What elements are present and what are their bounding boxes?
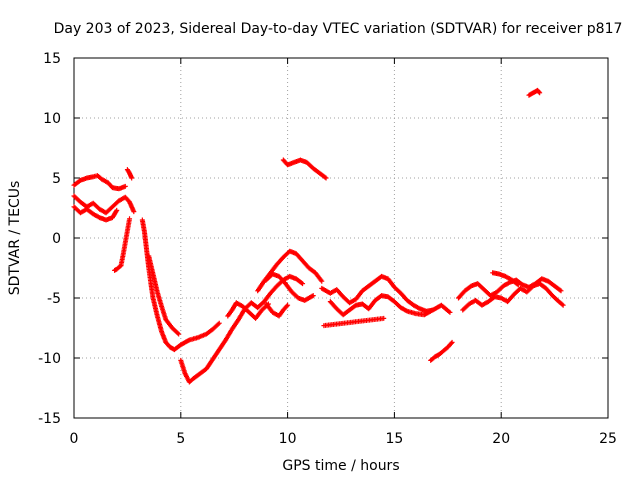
x-axis-label: GPS time / hours	[282, 458, 399, 474]
x-tick-label: 25	[599, 431, 617, 447]
series-arc-late-hump	[490, 270, 521, 288]
series-arc-spike	[124, 167, 135, 181]
series-arc-upper-early	[71, 173, 128, 192]
y-tick-label: 15	[43, 51, 61, 67]
x-tick-label: 10	[279, 431, 297, 447]
x-tick-label: 5	[176, 431, 185, 447]
x-tick-labels: 0 5 10 15 20 25	[70, 431, 617, 447]
series-arc-late-wave-lower	[460, 281, 566, 313]
series-arc-main-decline	[139, 217, 222, 353]
series-arc-hump-lower	[263, 271, 316, 303]
x-tick-label: 0	[70, 431, 79, 447]
x-tick-label: 15	[385, 431, 403, 447]
y-tick-labels: -15 -10 -5 0 5 10 15	[38, 51, 61, 427]
series-arc-late-high	[526, 87, 543, 98]
series-arc-hump	[255, 248, 325, 294]
series-arc-lower-rise	[225, 300, 271, 321]
x-tick-label: 20	[492, 431, 510, 447]
series-arc-trough	[178, 273, 306, 385]
series-arc-decline-inner	[146, 253, 182, 337]
series-arc-mid-wave-lower	[327, 293, 453, 318]
grid	[74, 58, 608, 418]
y-tick-label: -15	[38, 411, 61, 427]
y-tick-label: -10	[38, 351, 61, 367]
data-points	[71, 87, 566, 385]
series-arc-dip	[263, 301, 291, 319]
series-arc-falling-small	[112, 216, 133, 273]
y-axis-label: SDTVAR / TECUs	[7, 181, 23, 296]
series-arc-isolated	[321, 315, 387, 329]
y-tick-label: 10	[43, 111, 61, 127]
axis-ticks	[73, 57, 609, 419]
series-arc-late-low	[428, 339, 455, 363]
series-arc-high-middle	[280, 157, 329, 181]
chart-title: Day 203 of 2023, Sidereal Day-to-day VTE…	[54, 21, 623, 37]
y-tick-label: 5	[52, 171, 61, 187]
y-tick-label: 0	[52, 231, 61, 247]
series-arc-mid-wave	[319, 273, 436, 314]
series-arc-early-cluster-b	[71, 204, 120, 223]
y-tick-label: -5	[47, 291, 61, 307]
